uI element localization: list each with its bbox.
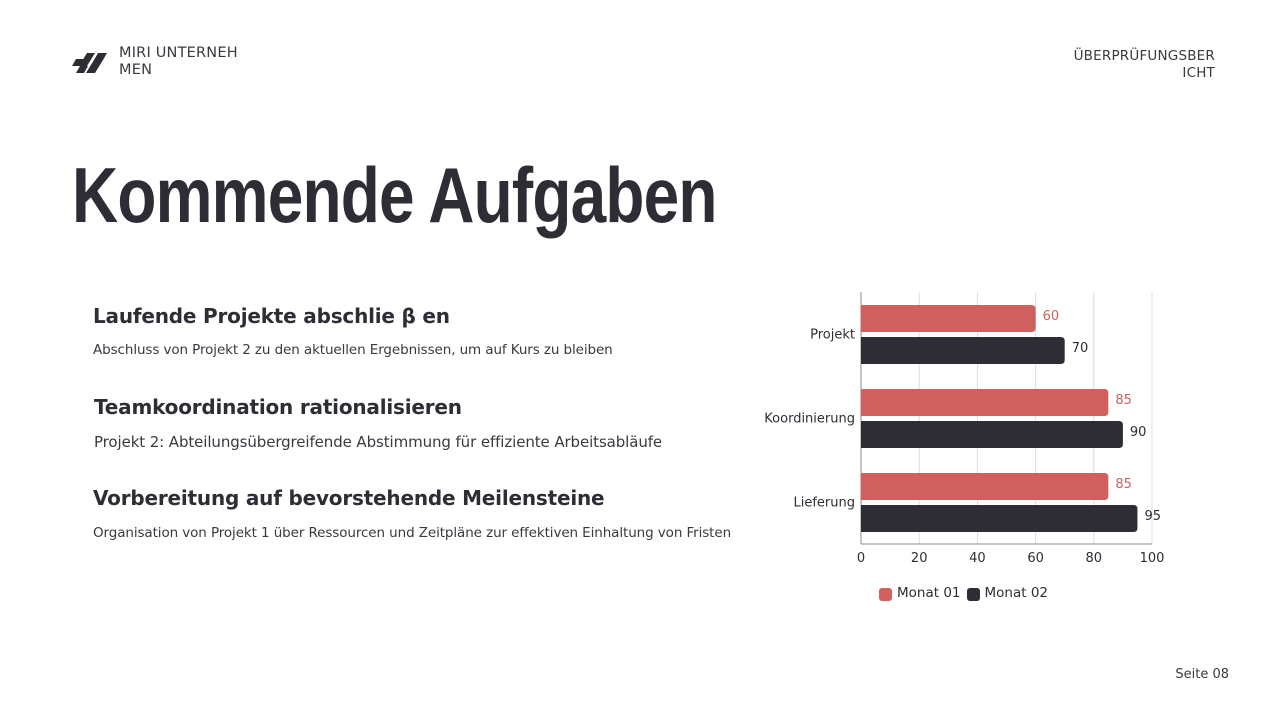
x-tick-label: 0 — [857, 551, 865, 566]
x-tick-label: 40 — [969, 551, 986, 566]
x-tick-label: 80 — [1086, 551, 1103, 566]
bar-value-label: 60 — [1043, 309, 1060, 324]
task-heading: Vorbereitung auf bevorstehende Meilenste… — [93, 486, 605, 510]
legend-label: Monat 01 — [897, 585, 961, 601]
bar-value-label: 85 — [1115, 477, 1132, 492]
task-heading: Laufende Projekte abschlie β en — [93, 304, 450, 328]
task-item: Laufende Projekte abschlie β en Abschlus… — [93, 304, 613, 358]
bar — [861, 421, 1123, 448]
legend-swatch-icon — [966, 588, 980, 601]
page-title: Kommende Aufgaben — [72, 151, 717, 239]
brand: MIRI UNTERNEH MEN — [70, 45, 259, 79]
page-number: Seite 08 — [1175, 667, 1229, 682]
task-item: Teamkoordination rationalisieren Projekt… — [94, 395, 662, 451]
chart-legend: Monat 01 Monat 02 — [879, 585, 1054, 601]
x-tick-label: 100 — [1140, 551, 1165, 566]
bar — [861, 473, 1109, 500]
bar — [861, 505, 1138, 532]
legend-swatch-icon — [879, 588, 892, 601]
y-category-label: Projekt — [810, 328, 855, 343]
bar-chart: 0 20 40 60 80 100 Projekt 60 70 Koordinierung 85 90… — [740, 285, 1210, 615]
task-description: Projekt 2: Abteilungsübergreifende Absti… — [94, 433, 663, 451]
x-tick-label: 20 — [911, 551, 928, 566]
legend-label: Monat 02 — [984, 585, 1049, 601]
task-description: Abschluss von Projekt 2 zu den aktuellen… — [93, 342, 613, 358]
y-category-label: Koordinierung — [764, 412, 855, 427]
bar-value-label: 95 — [1144, 509, 1161, 524]
bar — [861, 305, 1036, 332]
report-label: ÜBERPRÜFUNGSBER ICHT — [1073, 48, 1215, 81]
legend-item-monat-02: Monat 02 — [966, 585, 1049, 601]
bar — [861, 337, 1065, 364]
bar-value-label: 85 — [1115, 393, 1132, 408]
y-category-label: Lieferung — [793, 496, 855, 511]
company-name: MIRI UNTERNEH MEN — [119, 45, 238, 78]
task-description: Organisation von Projekt 1 über Ressourc… — [93, 525, 732, 541]
legend-item-monat-01: Monat 01 — [879, 585, 961, 601]
bar-value-label: 90 — [1130, 425, 1147, 440]
bar-value-label: 70 — [1072, 341, 1089, 356]
task-heading: Teamkoordination rationalisieren — [94, 395, 462, 419]
slanted-bars-logo-icon — [72, 53, 107, 73]
bar — [861, 389, 1109, 416]
task-item: Vorbereitung auf bevorstehende Meilenste… — [93, 486, 731, 541]
bar-chart-plot: 0 20 40 60 80 100 Projekt 60 70 Koordinierung 85 90… — [764, 292, 1165, 566]
x-tick-label: 60 — [1027, 551, 1044, 566]
